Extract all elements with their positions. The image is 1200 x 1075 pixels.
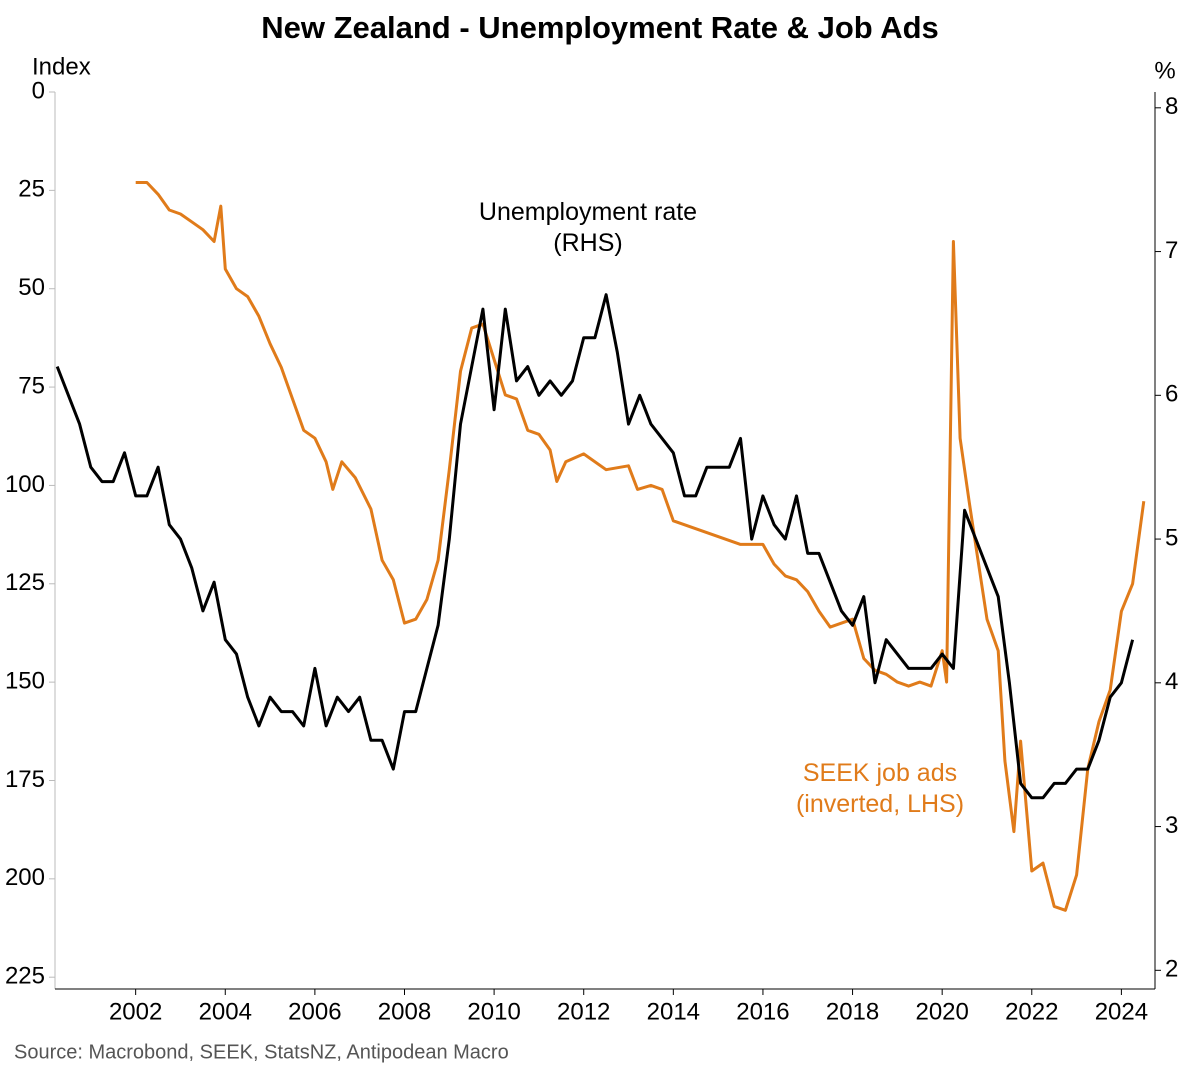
y-tick-label: 150 bbox=[5, 667, 45, 694]
y-tick-label: 0 bbox=[32, 77, 45, 104]
y-tick-label: 200 bbox=[5, 864, 45, 891]
chart-title: New Zealand - Unemployment Rate & Job Ad… bbox=[261, 10, 939, 45]
y2-tick-label: 3 bbox=[1165, 812, 1178, 839]
y-tick-label: 100 bbox=[5, 471, 45, 498]
x-tick-label: 2008 bbox=[378, 998, 431, 1025]
y2-tick-label: 4 bbox=[1165, 668, 1178, 695]
annotation-line: Unemployment rate bbox=[479, 198, 697, 226]
y2-tick-label: 6 bbox=[1165, 381, 1178, 408]
source-note: Source: Macrobond, SEEK, StatsNZ, Antipo… bbox=[14, 1041, 509, 1063]
annotation: Unemployment rate (RHS) bbox=[479, 198, 697, 257]
y-tick-label: 25 bbox=[18, 176, 45, 203]
series-line bbox=[55, 293, 1135, 800]
x-tick-label: 2020 bbox=[915, 998, 968, 1025]
y-tick-label: 175 bbox=[5, 766, 45, 793]
x-tick-label: 2010 bbox=[467, 998, 520, 1025]
x-tick-label: 2004 bbox=[199, 998, 252, 1025]
y-tick-label: 125 bbox=[5, 569, 45, 596]
y2-axis-label: % bbox=[1154, 57, 1175, 84]
series-line bbox=[135, 181, 1146, 912]
annotation-line: SEEK job ads bbox=[803, 759, 957, 787]
x-tick-label: 2022 bbox=[1005, 998, 1058, 1025]
x-tick-label: 2014 bbox=[647, 998, 700, 1025]
annotation-line: (inverted, LHS) bbox=[796, 790, 964, 818]
y2-tick-label: 5 bbox=[1165, 524, 1178, 551]
y-tick-label: 50 bbox=[18, 274, 45, 301]
y-tick-label: 75 bbox=[18, 372, 45, 399]
x-tick-label: 2002 bbox=[109, 998, 162, 1025]
annotation: SEEK job ads (inverted, LHS) bbox=[796, 759, 964, 818]
x-tick-label: 2012 bbox=[557, 998, 610, 1025]
x-tick-label: 2024 bbox=[1095, 998, 1148, 1025]
y2-tick-label: 2 bbox=[1165, 956, 1178, 983]
y2-tick-label: 8 bbox=[1165, 93, 1178, 120]
y-tick-label: 225 bbox=[5, 963, 45, 990]
y-axis-label: Index bbox=[32, 53, 91, 80]
x-tick-label: 2018 bbox=[826, 998, 879, 1025]
annotation-line: (RHS) bbox=[553, 229, 622, 257]
x-tick-label: 2016 bbox=[736, 998, 789, 1025]
y2-tick-label: 7 bbox=[1165, 237, 1178, 264]
x-tick-label: 2006 bbox=[288, 998, 341, 1025]
